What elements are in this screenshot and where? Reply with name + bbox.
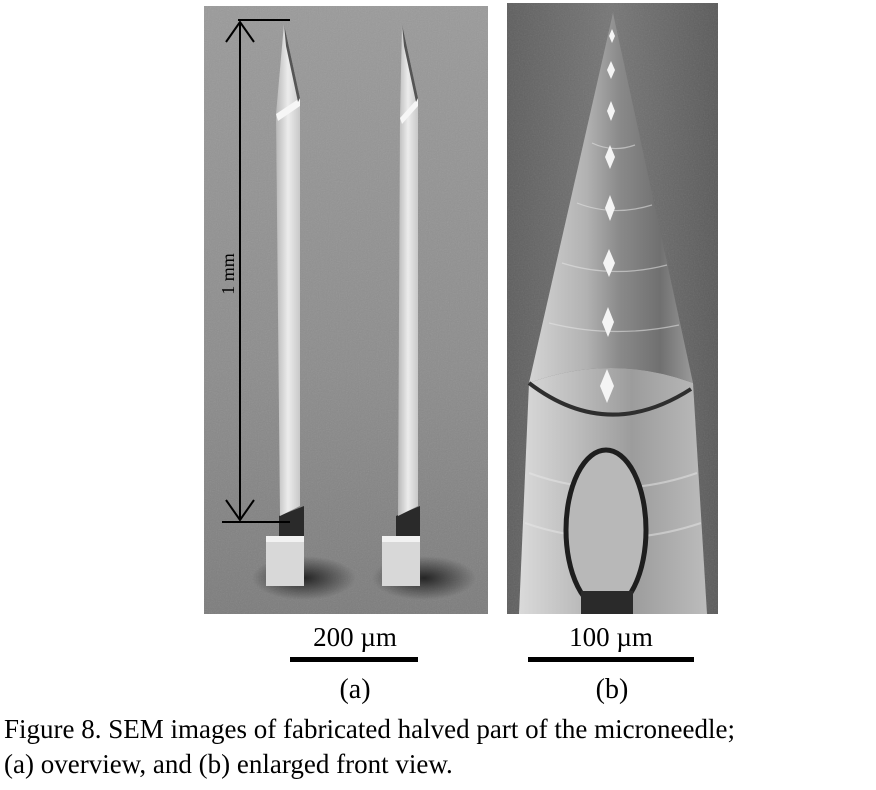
scale-bar-a	[290, 657, 418, 662]
scale-bar-b	[528, 657, 694, 662]
scale-bar-label-a: 200 µm	[313, 622, 397, 652]
needle-left	[252, 24, 356, 600]
length-label: 1 mm	[218, 253, 238, 295]
sem-image-front-view	[507, 3, 718, 614]
panel-label-b: (b)	[595, 674, 629, 705]
needle-right	[372, 24, 476, 600]
figure-caption: Figure 8. SEM images of fabricated halve…	[4, 712, 874, 782]
sem-image-overview: 1 mm	[204, 6, 488, 614]
caption-line-2: (a) overview, and (b) enlarged front vie…	[4, 749, 453, 779]
panel-label-a: (a)	[339, 674, 371, 705]
caption-line-1: Figure 8. SEM images of fabricated halve…	[4, 714, 736, 744]
sem-front-view-graphic	[507, 3, 718, 614]
length-dimension-arrow	[222, 19, 290, 523]
scale-bar-label-b: 100 µm	[569, 622, 653, 652]
sem-overview-graphic: 1 mm	[204, 6, 488, 614]
